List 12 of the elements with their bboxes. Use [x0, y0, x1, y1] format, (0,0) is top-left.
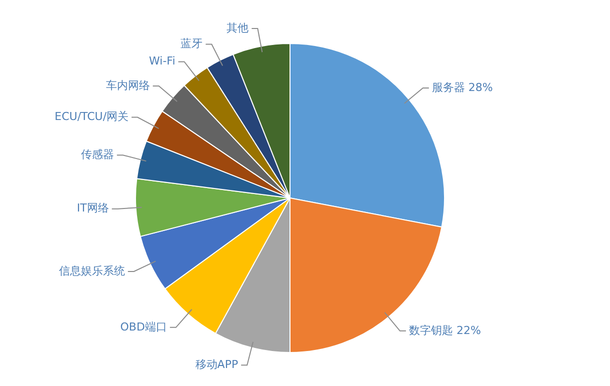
slice-label: 其他 — [226, 21, 249, 34]
slice-label: 蓝牙 — [180, 37, 203, 50]
slice-label: ECU/TCU/网关 — [54, 110, 129, 124]
slice-label: IT网络 — [76, 202, 109, 215]
slice-label: 移动APP — [195, 358, 238, 371]
slice-label: 数字钥匙 22% — [408, 324, 481, 337]
slice-label: OBD端口 — [120, 320, 167, 334]
slice-label: 车内网络 — [106, 78, 150, 92]
slice-label: 服务器 28% — [432, 80, 493, 94]
slice-label: 信息娱乐系统 — [58, 264, 125, 278]
slice-label: 传感器 — [80, 148, 114, 161]
slice-label: Wi-Fi — [149, 54, 176, 68]
